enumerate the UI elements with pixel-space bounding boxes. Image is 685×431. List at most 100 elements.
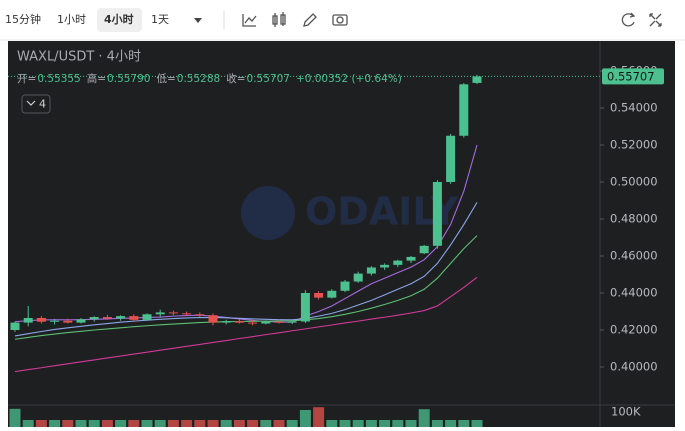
volume-bar	[88, 420, 100, 427]
candle-body	[300, 293, 310, 322]
interval-button[interactable]: 4小时	[104, 12, 134, 26]
candle-body	[182, 313, 192, 315]
volume-bar	[392, 420, 404, 427]
draw-icon[interactable]	[303, 13, 317, 27]
y-tick-label: 0.52000	[610, 138, 658, 152]
candle-type-icon[interactable]	[272, 12, 286, 27]
selected-interval-bg	[97, 8, 142, 32]
moving-average	[14, 202, 478, 337]
fullscreen-icon[interactable]	[649, 13, 662, 27]
candle-body	[432, 182, 442, 246]
candle-body	[50, 320, 60, 322]
screenshot-icon[interactable]	[332, 14, 348, 26]
indicator-icon[interactable]	[242, 14, 257, 27]
candle-body	[102, 317, 112, 319]
volume-bar	[115, 420, 127, 427]
candle-body	[446, 135, 456, 183]
y-tick-label: 0.50000	[610, 175, 658, 189]
y-tick-label: 0.48000	[610, 212, 658, 226]
volume-bar	[379, 420, 391, 427]
volume-bar	[339, 420, 351, 427]
chart-bg	[8, 41, 675, 427]
watermark-logo	[241, 186, 295, 240]
volume-bar	[458, 420, 470, 427]
volume-bar	[49, 420, 61, 427]
volume-bar	[247, 420, 259, 427]
volume-bar	[35, 420, 47, 427]
volume-bar	[313, 407, 325, 427]
candle-body	[366, 267, 376, 274]
candle-body	[129, 316, 139, 320]
candle-body	[36, 317, 46, 322]
volume-bar	[352, 420, 364, 427]
y-tick-label: 0.42000	[610, 323, 658, 337]
candle-body	[287, 321, 297, 323]
volume-bar	[167, 420, 179, 427]
legend-key: 开=	[17, 73, 36, 85]
volume-bar	[101, 420, 113, 427]
volume-bar	[431, 420, 443, 427]
volume-bar	[194, 420, 206, 427]
candle-body	[353, 273, 363, 282]
legend-key: 收=	[226, 72, 245, 85]
candle-body	[459, 84, 469, 136]
y-tick-label: 0.46000	[610, 249, 658, 263]
chevron[interactable]	[26, 100, 36, 106]
candle-body	[248, 322, 258, 324]
volume-tick-label: 100K	[611, 405, 641, 419]
volume-bar	[22, 420, 34, 427]
candle-body	[314, 293, 324, 298]
candle-body	[327, 290, 337, 298]
candle-body	[221, 321, 231, 323]
legend-change: +0.00352 (+0.64%)	[296, 73, 402, 85]
interval-button[interactable]: 15分钟	[5, 12, 41, 26]
watermark: ODAILY	[241, 186, 459, 240]
candle-body	[76, 319, 86, 323]
settings-icon[interactable]	[621, 12, 636, 27]
y-tick-label: 0.54000	[610, 101, 658, 115]
volume-bar	[326, 420, 338, 427]
candle-body	[393, 260, 403, 265]
legend-value: 0.55355	[37, 73, 80, 85]
y-tick-label: 0.44000	[610, 286, 658, 300]
candle-body	[234, 321, 244, 323]
interval-button[interactable]: 1小时	[57, 13, 86, 26]
candle-body	[261, 321, 271, 324]
candle-body	[406, 256, 416, 261]
candle-body	[472, 76, 482, 83]
volume-bar	[62, 420, 74, 427]
candle-body	[168, 312, 178, 314]
candle-body	[208, 315, 218, 323]
volume-bar	[9, 408, 21, 427]
candle-body	[116, 316, 126, 319]
y-tick-label: 0.40000	[610, 360, 658, 374]
volume-bar	[75, 420, 87, 427]
candle-body	[89, 317, 99, 320]
volume-bar	[260, 420, 272, 427]
volume-bar	[445, 420, 457, 427]
volume-bar	[220, 420, 232, 427]
candle-body	[340, 281, 350, 291]
volume-bar	[207, 420, 219, 427]
volume-bar	[286, 420, 298, 427]
candle-body	[63, 320, 73, 323]
indicator-count[interactable]: 4	[39, 98, 46, 111]
candle-body	[419, 245, 429, 254]
candle-body	[142, 314, 152, 320]
legend-value: 0.55790	[107, 73, 150, 85]
indicator-toggle[interactable]	[21, 94, 51, 114]
last-price-label: 0.55707	[607, 69, 655, 83]
dropdown-icon[interactable]	[194, 18, 202, 23]
legend-value: 0.55288	[177, 73, 220, 85]
candle-body	[380, 264, 390, 268]
legend-key: 高=	[87, 72, 106, 85]
interval-button[interactable]: 1天	[151, 13, 169, 26]
volume-bar	[365, 420, 377, 427]
volume-bar	[233, 420, 245, 427]
legend-value: 0.55707	[247, 73, 290, 85]
volume-bar	[471, 420, 483, 427]
moving-average	[14, 235, 478, 340]
volume-bar	[181, 420, 193, 427]
